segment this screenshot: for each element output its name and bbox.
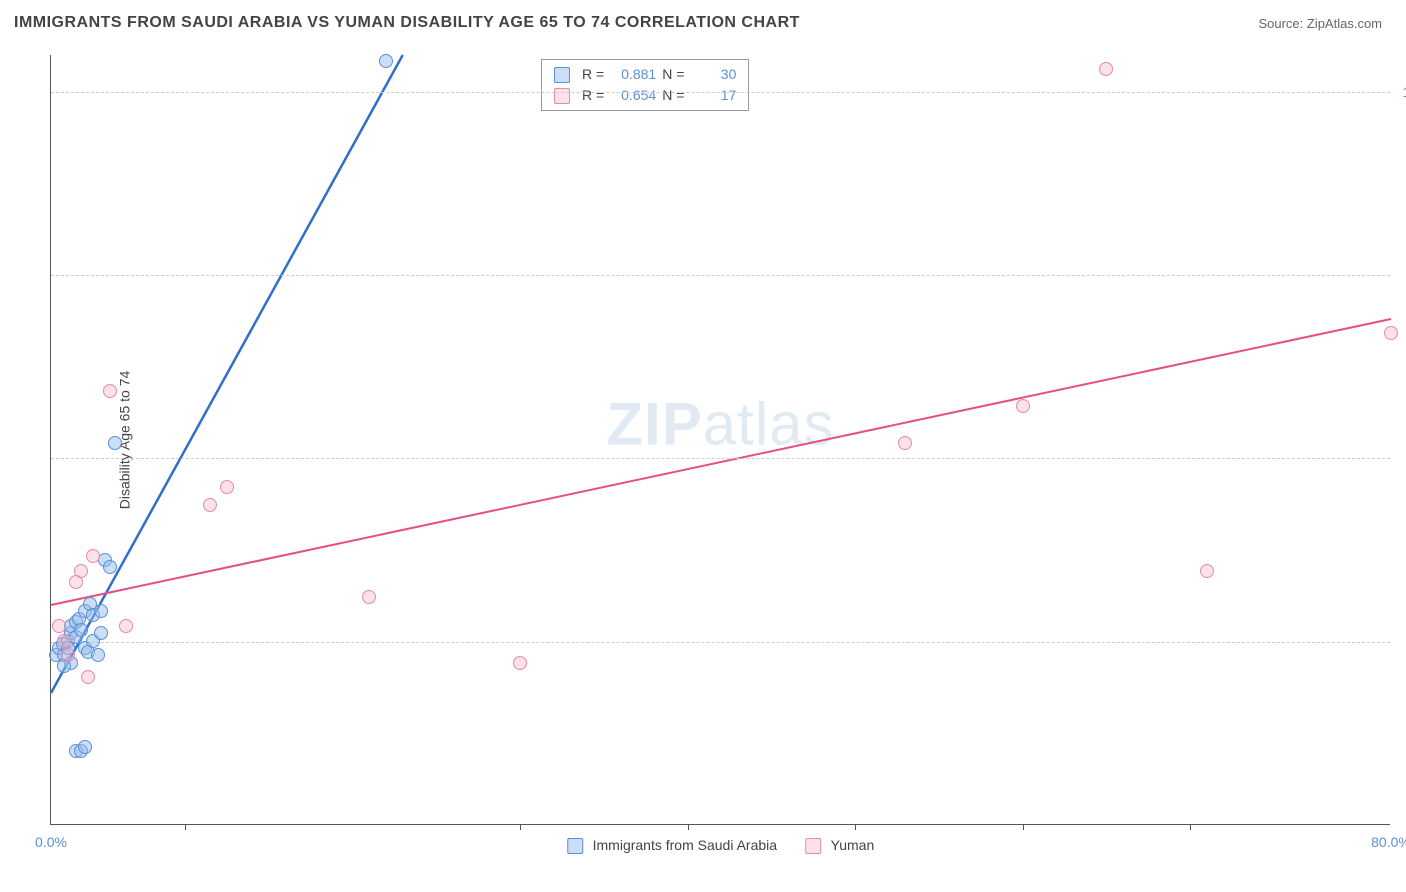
data-point bbox=[94, 626, 108, 640]
data-point bbox=[1016, 399, 1030, 413]
data-point bbox=[898, 436, 912, 450]
legend-swatch-pink-icon bbox=[554, 88, 570, 104]
watermark-atlas: atlas bbox=[703, 391, 835, 458]
xtick bbox=[520, 824, 521, 830]
data-point bbox=[81, 670, 95, 684]
data-point bbox=[91, 648, 105, 662]
gridline bbox=[51, 458, 1390, 459]
n-label-2: N = bbox=[662, 85, 684, 106]
r-label-2: R = bbox=[582, 85, 604, 106]
chart-title: IMMIGRANTS FROM SAUDI ARABIA VS YUMAN DI… bbox=[14, 14, 800, 32]
data-point bbox=[52, 619, 66, 633]
r2-value: 0.654 bbox=[610, 85, 656, 106]
r-label: R = bbox=[582, 64, 604, 85]
n-label: N = bbox=[662, 64, 684, 85]
data-point bbox=[1099, 62, 1113, 76]
gridline bbox=[51, 92, 1390, 93]
trend-lines bbox=[51, 55, 1390, 824]
ytick-label: 75.0% bbox=[1400, 267, 1406, 283]
watermark-zip: ZIP bbox=[606, 391, 702, 458]
xtick-label: 0.0% bbox=[35, 834, 67, 850]
source-label: Source: ZipAtlas.com bbox=[1258, 16, 1382, 31]
data-point bbox=[119, 619, 133, 633]
data-point bbox=[108, 436, 122, 450]
n2-value: 17 bbox=[690, 85, 736, 106]
xtick bbox=[688, 824, 689, 830]
data-point bbox=[220, 480, 234, 494]
legend-row-1: R = 0.881 N = 30 bbox=[554, 64, 736, 85]
data-point bbox=[203, 498, 217, 512]
data-point bbox=[103, 384, 117, 398]
data-point bbox=[57, 634, 71, 648]
series2-label: Yuman bbox=[831, 837, 875, 853]
data-point bbox=[362, 590, 376, 604]
data-point bbox=[61, 648, 75, 662]
xtick bbox=[855, 824, 856, 830]
data-point bbox=[379, 54, 393, 68]
r1-value: 0.881 bbox=[610, 64, 656, 85]
data-point bbox=[74, 623, 88, 637]
n1-value: 30 bbox=[690, 64, 736, 85]
top-legend: R = 0.881 N = 30 R = 0.654 N = 17 bbox=[541, 59, 749, 111]
legend-row-2: R = 0.654 N = 17 bbox=[554, 85, 736, 106]
ytick-label: 100.0% bbox=[1400, 84, 1406, 100]
bottom-legend: Immigrants from Saudi Arabia Yuman bbox=[567, 837, 875, 854]
watermark: ZIPatlas bbox=[606, 390, 834, 459]
ytick-label: 50.0% bbox=[1400, 450, 1406, 466]
data-point bbox=[513, 656, 527, 670]
xtick bbox=[1023, 824, 1024, 830]
ytick-label: 25.0% bbox=[1400, 634, 1406, 650]
swatch-blue-icon bbox=[567, 838, 583, 854]
swatch-pink-icon bbox=[805, 838, 821, 854]
bottom-legend-item-1: Immigrants from Saudi Arabia bbox=[567, 837, 777, 854]
gridline bbox=[51, 642, 1390, 643]
plot-area: Disability Age 65 to 74 ZIPatlas R = 0.8… bbox=[50, 55, 1390, 825]
data-point bbox=[1200, 564, 1214, 578]
data-point bbox=[1384, 326, 1398, 340]
data-point bbox=[94, 604, 108, 618]
gridline bbox=[51, 275, 1390, 276]
xtick bbox=[185, 824, 186, 830]
data-point bbox=[78, 740, 92, 754]
series1-label: Immigrants from Saudi Arabia bbox=[593, 837, 777, 853]
bottom-legend-item-2: Yuman bbox=[805, 837, 874, 854]
xtick bbox=[1190, 824, 1191, 830]
data-point bbox=[103, 560, 117, 574]
xtick-label: 80.0% bbox=[1371, 834, 1406, 850]
data-point bbox=[86, 549, 100, 563]
data-point bbox=[74, 564, 88, 578]
legend-swatch-blue-icon bbox=[554, 67, 570, 83]
